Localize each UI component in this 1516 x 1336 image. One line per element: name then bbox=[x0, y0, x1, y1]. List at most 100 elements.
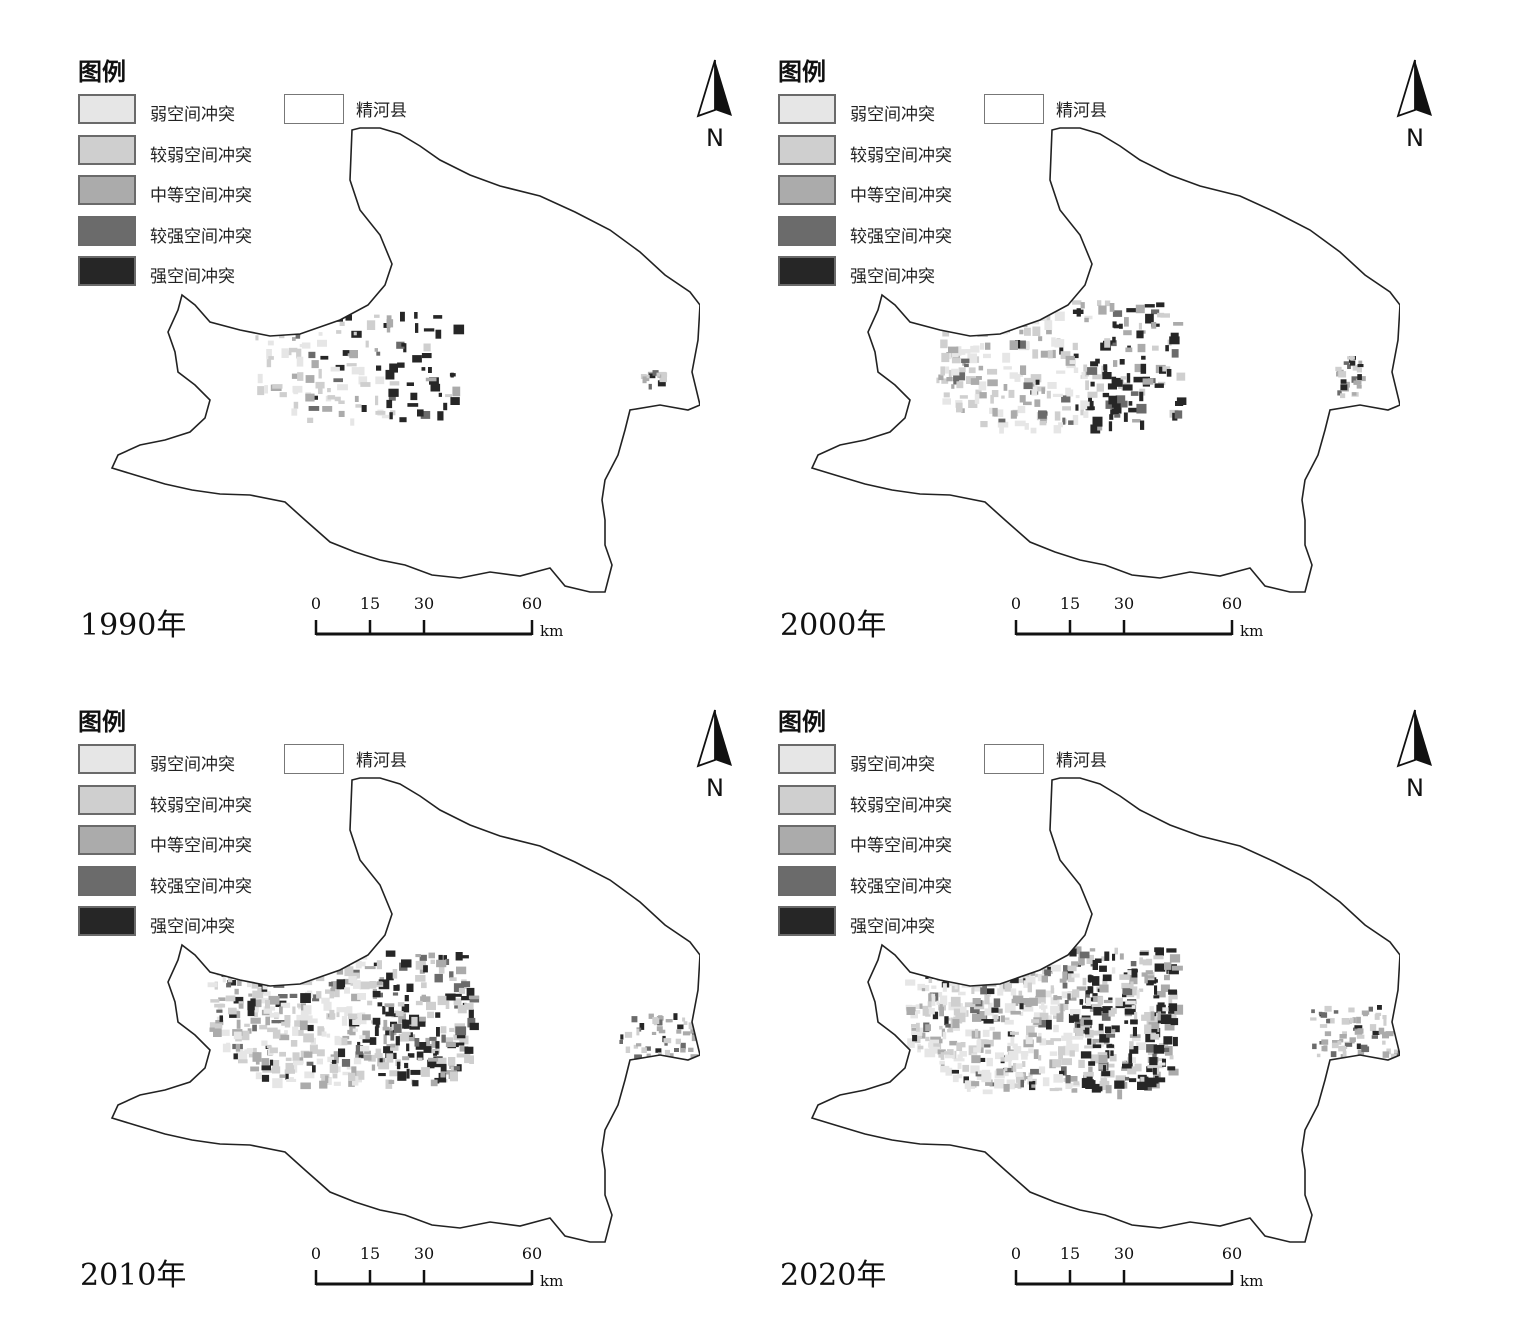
conflict-patch bbox=[327, 395, 336, 400]
conflict-patch bbox=[962, 977, 972, 983]
conflict-patch bbox=[360, 1045, 370, 1052]
conflict-patch bbox=[656, 1026, 663, 1032]
conflict-patch bbox=[1326, 1018, 1331, 1024]
conflict-patch bbox=[337, 384, 348, 391]
conflict-patch bbox=[1386, 1048, 1391, 1055]
conflict-patch bbox=[931, 959, 938, 966]
conflict-patch bbox=[1075, 1031, 1084, 1038]
conflict-patch bbox=[1047, 382, 1057, 389]
conflict-patch bbox=[938, 992, 943, 998]
conflict-patch bbox=[928, 993, 933, 1003]
conflict-patch bbox=[996, 1068, 1004, 1076]
conflict-patch bbox=[987, 976, 998, 983]
legend-title: 图例 bbox=[778, 708, 826, 736]
conflict-patch bbox=[1089, 948, 1096, 952]
conflict-patch bbox=[464, 1046, 474, 1054]
conflict-patch bbox=[453, 998, 462, 1005]
conflict-patch bbox=[332, 1059, 337, 1066]
conflict-patch bbox=[925, 1036, 930, 1042]
conflict-patch bbox=[990, 394, 994, 404]
conflict-patch bbox=[1113, 324, 1122, 329]
conflict-patch bbox=[399, 417, 407, 423]
conflict-patch bbox=[1133, 376, 1143, 383]
conflict-patch bbox=[362, 1014, 371, 1021]
conflict-patch bbox=[449, 1071, 458, 1082]
conflict-patch bbox=[1082, 1005, 1093, 1009]
conflict-patch bbox=[259, 969, 265, 975]
conflict-patch bbox=[951, 357, 961, 364]
conflict-patch bbox=[1028, 1048, 1034, 1054]
conflict-patch bbox=[657, 380, 666, 387]
county-map bbox=[110, 127, 700, 593]
conflict-patch bbox=[972, 1013, 982, 1022]
conflict-patch bbox=[1056, 1013, 1064, 1022]
conflict-patch bbox=[450, 372, 454, 378]
conflict-patch bbox=[1082, 977, 1087, 986]
conflict-patch bbox=[1122, 993, 1127, 998]
conflict-patch bbox=[374, 314, 380, 318]
conflict-patch bbox=[260, 963, 265, 968]
conflict-patch bbox=[1002, 304, 1013, 314]
conflict-patch bbox=[218, 997, 226, 1001]
conflict-patch bbox=[1084, 317, 1089, 323]
legend-label: 强空间冲突 bbox=[150, 267, 235, 287]
conflict-patch bbox=[469, 1022, 479, 1031]
conflict-patch bbox=[984, 988, 995, 995]
scale-tick-label: 15 bbox=[360, 594, 380, 613]
conflict-patch bbox=[1010, 1034, 1015, 1044]
conflict-patch bbox=[1024, 327, 1031, 336]
conflict-patch bbox=[1168, 968, 1179, 975]
conflict-patch bbox=[955, 314, 963, 319]
conflict-patch bbox=[939, 1025, 943, 1030]
conflict-patch bbox=[1131, 986, 1138, 996]
conflict-patch bbox=[321, 997, 330, 1004]
conflict-patch bbox=[1038, 410, 1047, 419]
conflict-patch bbox=[255, 1072, 262, 1080]
conflict-patch bbox=[1069, 360, 1076, 364]
conflict-patch bbox=[392, 969, 398, 979]
conflict-patch bbox=[1316, 1053, 1321, 1058]
conflict-patch bbox=[1088, 1061, 1096, 1066]
conflict-patch bbox=[1169, 990, 1178, 1000]
conflict-patch bbox=[305, 964, 312, 968]
legend-swatch bbox=[78, 784, 136, 815]
conflict-patch bbox=[1088, 1066, 1093, 1076]
conflict-patch bbox=[1025, 1035, 1033, 1045]
conflict-patch bbox=[237, 1050, 248, 1060]
conflict-patch bbox=[357, 1012, 364, 1023]
conflict-patch bbox=[1072, 309, 1084, 314]
conflict-patch bbox=[1124, 1020, 1129, 1024]
conflict-patch bbox=[381, 414, 390, 419]
conflict-patch bbox=[1164, 962, 1172, 970]
conflict-patch bbox=[984, 994, 990, 1005]
conflict-patch bbox=[972, 311, 980, 320]
conflict-patch bbox=[357, 993, 366, 1000]
legend-title: 图例 bbox=[78, 58, 126, 86]
conflict-patch bbox=[421, 994, 426, 999]
conflict-patch bbox=[1098, 1023, 1104, 1031]
conflict-patch bbox=[658, 1029, 666, 1034]
conflict-patch bbox=[648, 373, 656, 379]
conflict-patch bbox=[1173, 322, 1184, 326]
conflict-patch bbox=[975, 1028, 979, 1038]
conflict-patch bbox=[390, 1052, 397, 1059]
conflict-patch bbox=[267, 340, 274, 346]
conflict-patch bbox=[989, 407, 993, 414]
conflict-patch bbox=[300, 1010, 309, 1021]
scale-tick-label: 30 bbox=[1114, 1244, 1134, 1263]
conflict-patch bbox=[951, 384, 955, 389]
conflict-patch bbox=[958, 991, 966, 996]
conflict-patch bbox=[1054, 996, 1063, 1000]
conflict-patch bbox=[417, 1021, 426, 1027]
conflict-patch bbox=[1025, 1001, 1032, 1008]
conflict-patch bbox=[659, 372, 668, 377]
legend-label-boundary: 精河县 bbox=[1056, 101, 1107, 121]
conflict-patch bbox=[1108, 997, 1113, 1002]
year-label: 2000年 bbox=[780, 608, 887, 643]
conflict-patch bbox=[1130, 981, 1134, 989]
scale-tick-label: 15 bbox=[360, 1244, 380, 1263]
conflict-patch bbox=[1176, 397, 1187, 405]
conflict-patch bbox=[449, 977, 457, 981]
conflict-patch bbox=[1168, 995, 1173, 1005]
conflict-patch bbox=[1382, 1040, 1386, 1045]
